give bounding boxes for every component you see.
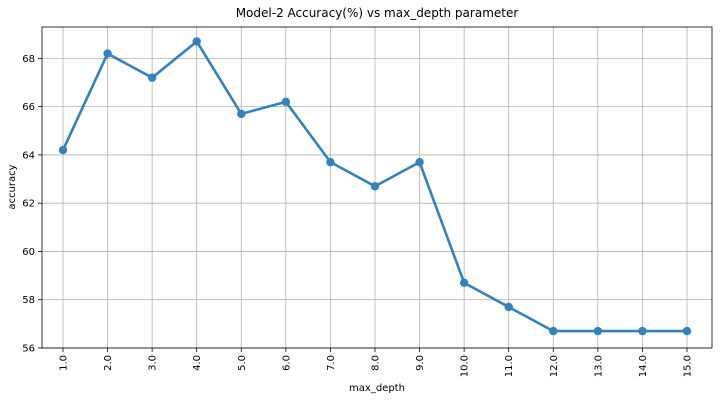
x-tick-label: 10.0 [460,355,471,377]
y-tick-label: 64 [22,150,35,161]
data-point [237,109,246,119]
x-tick-label: 12.0 [549,355,560,377]
chart-title: Model-2 Accuracy(%) vs max_depth paramet… [236,6,519,20]
y-tick-label: 62 [22,199,35,210]
plot-frame [41,26,713,349]
y-tick-label: 56 [22,344,35,355]
x-tick-label: 4.0 [192,355,203,371]
x-tick-label: 13.0 [593,355,604,377]
x-axis-label: max_depth [349,383,405,394]
y-axis: 56 58 60 62 64 66 68 [22,54,42,355]
data-point [549,326,558,336]
x-tick-label: 8.0 [371,355,382,371]
x-tick-label: 5.0 [237,355,248,371]
x-tick-label: 9.0 [415,355,426,371]
data-point [682,326,692,336]
x-tick-label: 3.0 [148,355,159,371]
data-point [326,157,335,167]
data-point [58,145,68,155]
y-tick-label: 66 [22,102,35,113]
data-point [459,278,469,288]
y-tick-label: 58 [22,295,35,306]
data-point [103,49,112,58]
data-point [504,302,513,312]
y-tick-label: 68 [22,54,35,65]
data-point [281,97,291,107]
data-point [415,157,424,167]
series-layer [58,37,692,336]
y-tick-label: 60 [22,247,35,258]
data-point [370,182,380,191]
grid-lines [42,27,712,349]
x-tick-label: 11.0 [504,355,515,377]
y-axis-label: accuracy [7,164,18,209]
x-tick-label: 1.0 [59,355,70,371]
x-tick-label: 7.0 [326,355,337,371]
x-axis: 1.0 2.0 3.0 4.0 5.0 6.0 7.0 8.0 9.0 10.0 11.0 12.0 1… [59,348,694,377]
x-tick-label: 14.0 [638,355,649,377]
x-tick-label: 6.0 [281,355,292,371]
x-tick-label: 15.0 [683,355,694,377]
data-point [147,73,157,82]
data-point [593,326,603,336]
x-tick-label: 2.0 [103,355,114,371]
data-point [638,326,647,336]
data-point [192,37,201,46]
